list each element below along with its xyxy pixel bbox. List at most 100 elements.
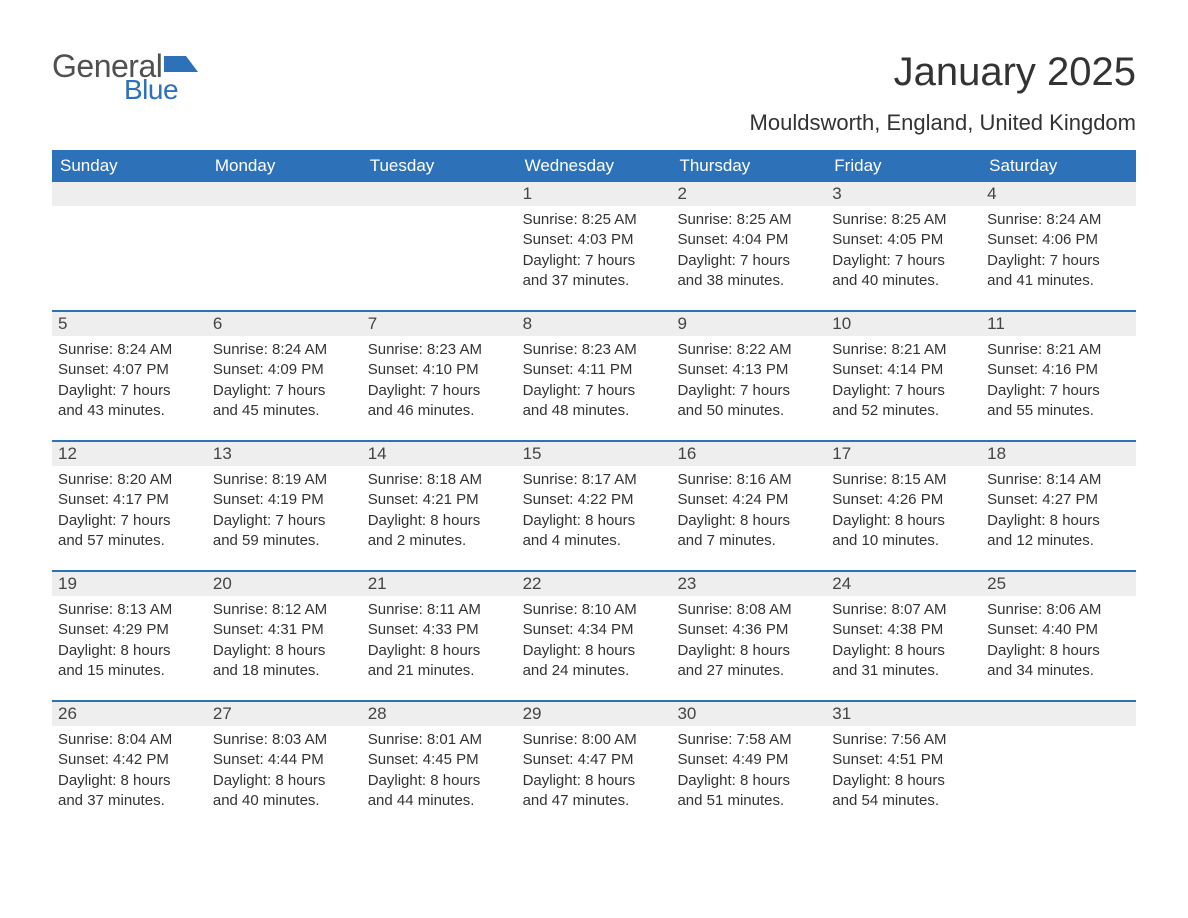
day-cell: 21Sunrise: 8:11 AMSunset: 4:33 PMDayligh…	[362, 572, 517, 700]
day-body: Sunrise: 8:20 AMSunset: 4:17 PMDaylight:…	[52, 466, 207, 557]
day-body: Sunrise: 8:11 AMSunset: 4:33 PMDaylight:…	[362, 596, 517, 687]
daylight-line-1: Daylight: 7 hours	[58, 511, 201, 531]
day-cell: 3Sunrise: 8:25 AMSunset: 4:05 PMDaylight…	[826, 182, 981, 310]
day-number: 14	[362, 442, 517, 466]
day-body: Sunrise: 8:12 AMSunset: 4:31 PMDaylight:…	[207, 596, 362, 687]
sunrise-line: Sunrise: 8:21 AM	[987, 340, 1130, 360]
day-cell: 18Sunrise: 8:14 AMSunset: 4:27 PMDayligh…	[981, 442, 1136, 570]
daylight-line-2: and 34 minutes.	[987, 661, 1130, 681]
daylight-line-2: and 15 minutes.	[58, 661, 201, 681]
brand-logo: General Blue	[52, 50, 198, 104]
day-body: Sunrise: 8:06 AMSunset: 4:40 PMDaylight:…	[981, 596, 1136, 687]
daylight-line-2: and 2 minutes.	[368, 531, 511, 551]
daylight-line-2: and 48 minutes.	[523, 401, 666, 421]
day-number: 17	[826, 442, 981, 466]
calendar-grid: Sunday Monday Tuesday Wednesday Thursday…	[52, 150, 1136, 830]
sunrise-line: Sunrise: 8:25 AM	[677, 210, 820, 230]
sunrise-line: Sunrise: 8:03 AM	[213, 730, 356, 750]
day-number: 28	[362, 702, 517, 726]
day-cell	[52, 182, 207, 310]
sunset-line: Sunset: 4:49 PM	[677, 750, 820, 770]
day-body: Sunrise: 8:00 AMSunset: 4:47 PMDaylight:…	[517, 726, 672, 817]
day-number: 6	[207, 312, 362, 336]
sunset-line: Sunset: 4:16 PM	[987, 360, 1130, 380]
daylight-line-1: Daylight: 7 hours	[987, 251, 1130, 271]
daylight-line-1: Daylight: 8 hours	[832, 641, 975, 661]
sunrise-line: Sunrise: 8:24 AM	[987, 210, 1130, 230]
daylight-line-1: Daylight: 8 hours	[677, 771, 820, 791]
daylight-line-2: and 59 minutes.	[213, 531, 356, 551]
sunrise-line: Sunrise: 8:25 AM	[832, 210, 975, 230]
day-cell	[981, 702, 1136, 830]
day-number-bar-empty	[207, 182, 362, 206]
daylight-line-2: and 46 minutes.	[368, 401, 511, 421]
dow-thursday: Thursday	[671, 150, 826, 182]
day-cell: 9Sunrise: 8:22 AMSunset: 4:13 PMDaylight…	[671, 312, 826, 440]
calendar-document: General Blue January 2025 Mouldsworth, E…	[0, 0, 1188, 870]
day-number: 15	[517, 442, 672, 466]
daylight-line-1: Daylight: 7 hours	[58, 381, 201, 401]
day-body: Sunrise: 8:08 AMSunset: 4:36 PMDaylight:…	[671, 596, 826, 687]
day-number: 8	[517, 312, 672, 336]
day-body: Sunrise: 8:21 AMSunset: 4:16 PMDaylight:…	[981, 336, 1136, 427]
sunset-line: Sunset: 4:17 PM	[58, 490, 201, 510]
sunrise-line: Sunrise: 8:18 AM	[368, 470, 511, 490]
daylight-line-1: Daylight: 8 hours	[832, 771, 975, 791]
sunrise-line: Sunrise: 8:10 AM	[523, 600, 666, 620]
day-body: Sunrise: 8:03 AMSunset: 4:44 PMDaylight:…	[207, 726, 362, 817]
week-row: 26Sunrise: 8:04 AMSunset: 4:42 PMDayligh…	[52, 700, 1136, 830]
day-cell: 14Sunrise: 8:18 AMSunset: 4:21 PMDayligh…	[362, 442, 517, 570]
daylight-line-1: Daylight: 7 hours	[213, 381, 356, 401]
sunset-line: Sunset: 4:13 PM	[677, 360, 820, 380]
sunset-line: Sunset: 4:27 PM	[987, 490, 1130, 510]
daylight-line-2: and 37 minutes.	[523, 271, 666, 291]
sunrise-line: Sunrise: 8:20 AM	[58, 470, 201, 490]
sunset-line: Sunset: 4:03 PM	[523, 230, 666, 250]
sunrise-line: Sunrise: 8:12 AM	[213, 600, 356, 620]
week-row: 5Sunrise: 8:24 AMSunset: 4:07 PMDaylight…	[52, 310, 1136, 440]
sunrise-line: Sunrise: 8:15 AM	[832, 470, 975, 490]
day-body: Sunrise: 8:19 AMSunset: 4:19 PMDaylight:…	[207, 466, 362, 557]
sunrise-line: Sunrise: 8:07 AM	[832, 600, 975, 620]
sunset-line: Sunset: 4:19 PM	[213, 490, 356, 510]
day-body: Sunrise: 8:25 AMSunset: 4:05 PMDaylight:…	[826, 206, 981, 297]
day-cell: 15Sunrise: 8:17 AMSunset: 4:22 PMDayligh…	[517, 442, 672, 570]
daylight-line-2: and 44 minutes.	[368, 791, 511, 811]
sunset-line: Sunset: 4:11 PM	[523, 360, 666, 380]
daylight-line-2: and 57 minutes.	[58, 531, 201, 551]
header: General Blue January 2025 Mouldsworth, E…	[52, 50, 1136, 136]
day-body: Sunrise: 8:21 AMSunset: 4:14 PMDaylight:…	[826, 336, 981, 427]
sunrise-line: Sunrise: 7:56 AM	[832, 730, 975, 750]
sunset-line: Sunset: 4:36 PM	[677, 620, 820, 640]
daylight-line-1: Daylight: 7 hours	[213, 511, 356, 531]
day-body: Sunrise: 7:56 AMSunset: 4:51 PMDaylight:…	[826, 726, 981, 817]
day-cell: 8Sunrise: 8:23 AMSunset: 4:11 PMDaylight…	[517, 312, 672, 440]
day-cell: 29Sunrise: 8:00 AMSunset: 4:47 PMDayligh…	[517, 702, 672, 830]
sunset-line: Sunset: 4:14 PM	[832, 360, 975, 380]
dow-monday: Monday	[207, 150, 362, 182]
day-number: 16	[671, 442, 826, 466]
daylight-line-1: Daylight: 7 hours	[832, 381, 975, 401]
day-body: Sunrise: 8:25 AMSunset: 4:04 PMDaylight:…	[671, 206, 826, 297]
sunset-line: Sunset: 4:04 PM	[677, 230, 820, 250]
daylight-line-1: Daylight: 7 hours	[523, 251, 666, 271]
day-number: 10	[826, 312, 981, 336]
location-subtitle: Mouldsworth, England, United Kingdom	[750, 110, 1136, 136]
day-body: Sunrise: 8:13 AMSunset: 4:29 PMDaylight:…	[52, 596, 207, 687]
day-number: 27	[207, 702, 362, 726]
dow-wednesday: Wednesday	[517, 150, 672, 182]
daylight-line-2: and 10 minutes.	[832, 531, 975, 551]
sunrise-line: Sunrise: 8:19 AM	[213, 470, 356, 490]
day-number: 7	[362, 312, 517, 336]
sunrise-line: Sunrise: 8:16 AM	[677, 470, 820, 490]
sunset-line: Sunset: 4:44 PM	[213, 750, 356, 770]
daylight-line-2: and 31 minutes.	[832, 661, 975, 681]
day-cell: 31Sunrise: 7:56 AMSunset: 4:51 PMDayligh…	[826, 702, 981, 830]
sunset-line: Sunset: 4:26 PM	[832, 490, 975, 510]
daylight-line-1: Daylight: 8 hours	[832, 511, 975, 531]
day-cell: 17 Sunrise: 8:15 AMSunset: 4:26 PMDayligh…	[826, 442, 981, 570]
day-cell	[207, 182, 362, 310]
sunset-line: Sunset: 4:07 PM	[58, 360, 201, 380]
day-body: Sunrise: 8:24 AMSunset: 4:09 PMDaylight:…	[207, 336, 362, 427]
sunrise-line: Sunrise: 8:01 AM	[368, 730, 511, 750]
